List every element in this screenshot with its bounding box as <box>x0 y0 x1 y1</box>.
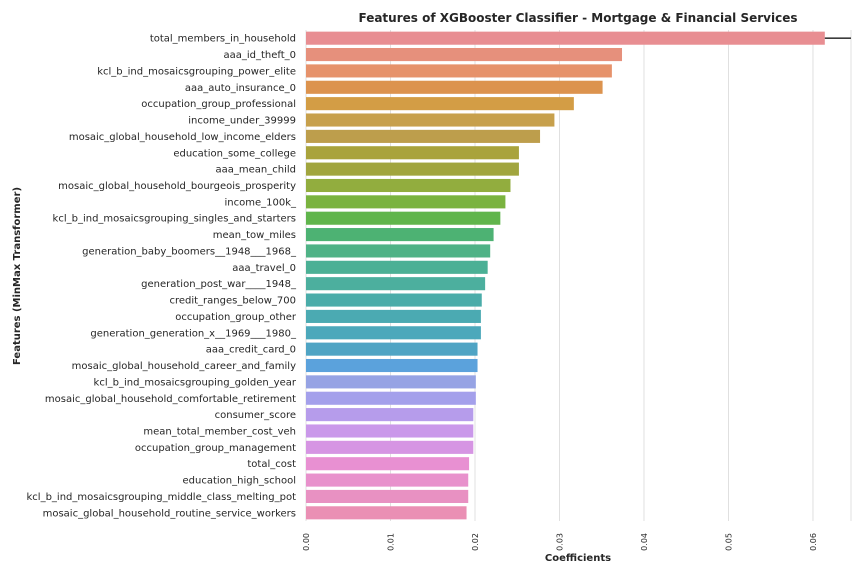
grid-lines <box>305 30 852 521</box>
x-tick-label: 0.04 <box>640 533 649 551</box>
bar <box>306 211 501 225</box>
y-tick-label: mosaic_global_household_routine_service_… <box>43 508 296 519</box>
bar <box>306 473 469 487</box>
bar <box>306 326 481 340</box>
y-tick-label: aaa_auto_insurance_0 <box>185 83 296 94</box>
y-tick-label: kcl_b_ind_mosaicsgrouping_golden_year <box>94 377 297 388</box>
bar <box>306 162 519 176</box>
y-tick-label: income_under_39999 <box>188 116 296 127</box>
y-tick-label: aaa_mean_child <box>216 165 296 176</box>
bar <box>306 440 474 454</box>
y-tick-label: aaa_id_theft_0 <box>223 50 296 61</box>
bar <box>306 113 555 127</box>
bar <box>306 146 519 160</box>
bar <box>306 391 476 405</box>
y-tick-label: aaa_credit_card_0 <box>206 345 296 356</box>
bars <box>306 31 825 520</box>
chart-title: Features of XGBooster Classifier - Mortg… <box>358 11 797 25</box>
x-axis-label: Coefficients <box>545 553 611 564</box>
x-tick-label: 0.01 <box>386 533 395 551</box>
y-tick-label: generation_generation_x__1969___1980_ <box>90 328 297 339</box>
y-tick-label: mosaic_global_household_comfortable_reti… <box>45 394 296 405</box>
y-tick-label: total_cost <box>247 459 296 470</box>
y-tick-label: education_some_college <box>173 148 296 159</box>
y-tick-label: mosaic_global_household_low_income_elder… <box>69 132 296 143</box>
y-tick-label: kcl_b_ind_mosaicsgrouping_power_elite <box>97 66 296 77</box>
y-tick-label: education_high_school <box>183 476 296 487</box>
y-tick-label: occupation_group_other <box>175 312 297 323</box>
y-tick-label: mosaic_global_household_career_and_famil… <box>72 361 296 372</box>
x-tick-label: 0.05 <box>724 533 733 551</box>
bar <box>306 129 541 143</box>
bar <box>306 489 469 503</box>
x-tick-label: 0.00 <box>302 533 311 551</box>
y-tick-label: occupation_group_management <box>135 443 296 454</box>
x-tick-label: 0.02 <box>471 533 480 551</box>
bar <box>306 293 482 307</box>
bar <box>306 506 467 520</box>
y-tick-label: aaa_travel_0 <box>232 263 296 274</box>
y-tick-label: total_members_in_household <box>150 34 296 45</box>
x-tick-label: 0.03 <box>555 533 564 551</box>
bar <box>306 457 470 471</box>
y-tick-labels: total_members_in_household aaa_id_theft_0… <box>27 34 297 520</box>
bar <box>306 228 494 242</box>
bar <box>306 48 623 62</box>
y-axis-label: Features (MinMax Transformer) <box>12 187 23 365</box>
y-tick-label: generation_post_war____1948_ <box>141 279 297 290</box>
y-tick-label: generation_baby_boomers__1948___1968_ <box>82 246 297 257</box>
bar <box>306 375 476 389</box>
bar <box>306 342 478 356</box>
y-tick-label: mean_total_member_cost_veh <box>143 426 296 437</box>
y-tick-label: mosaic_global_household_bourgeois_prospe… <box>58 181 296 192</box>
x-tick-label: 0.06 <box>809 533 818 551</box>
bar <box>306 408 474 422</box>
y-tick-label: occupation_group_professional <box>141 99 296 110</box>
bar <box>306 277 486 291</box>
y-tick-label: kcl_b_ind_mosaicsgrouping_middle_class_m… <box>27 492 297 503</box>
bar <box>306 80 603 94</box>
bar <box>306 195 506 209</box>
y-tick-label: kcl_b_ind_mosaicsgrouping_singles_and_st… <box>53 214 296 225</box>
y-tick-label: mean_tow_miles <box>213 230 296 241</box>
bar <box>306 309 481 323</box>
y-tick-label: consumer_score <box>215 410 296 421</box>
bar <box>306 260 488 274</box>
y-tick-label: income_100k_ <box>224 197 297 208</box>
bar <box>306 178 511 193</box>
bar <box>306 244 491 258</box>
bar <box>306 97 574 111</box>
x-tick-labels: 0.00 0.01 0.02 0.03 0.04 0.05 0.06 <box>302 533 818 551</box>
bar <box>306 424 474 438</box>
bar <box>306 64 612 78</box>
y-tick-label: credit_ranges_below_700 <box>169 296 296 307</box>
bar <box>306 31 825 45</box>
bar <box>306 358 478 373</box>
